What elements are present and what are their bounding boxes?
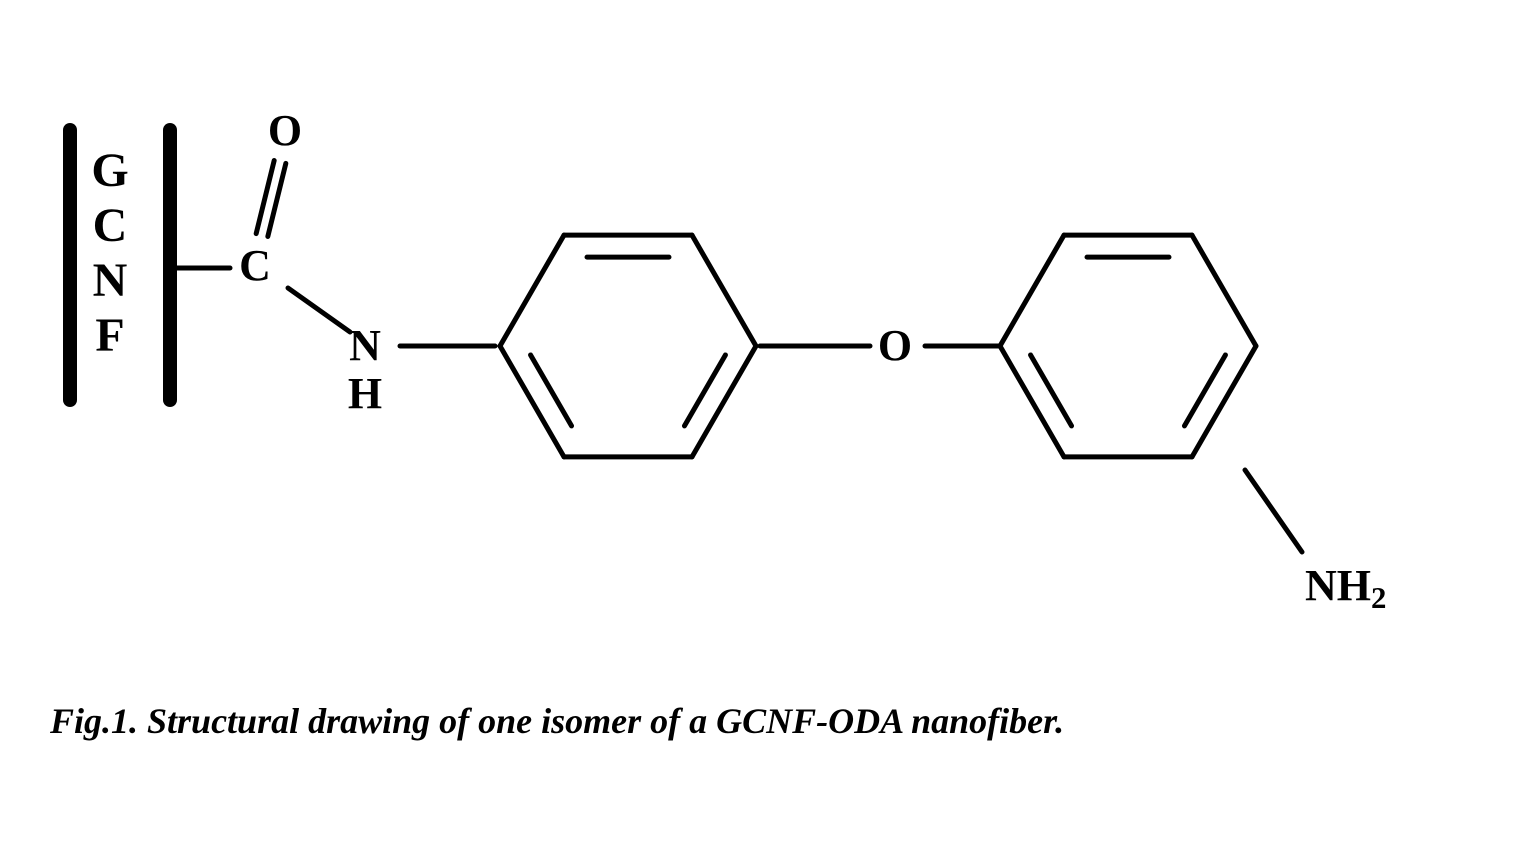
- svg-text:N: N: [349, 321, 381, 370]
- svg-text:H: H: [348, 369, 382, 418]
- svg-text:C: C: [239, 241, 271, 290]
- svg-text:NH2: NH2: [1305, 561, 1386, 615]
- svg-text:O: O: [268, 106, 302, 155]
- chemical-svg: GCNFOCNHONH2: [40, 40, 1440, 640]
- svg-text:F: F: [95, 309, 124, 362]
- structure-diagram: GCNFOCNHONH2: [40, 40, 1440, 640]
- figure-caption: Fig.1. Structural drawing of one isomer …: [40, 700, 1489, 742]
- svg-text:N: N: [93, 254, 128, 307]
- svg-text:C: C: [93, 199, 128, 252]
- svg-text:O: O: [878, 321, 912, 370]
- svg-text:G: G: [91, 144, 128, 197]
